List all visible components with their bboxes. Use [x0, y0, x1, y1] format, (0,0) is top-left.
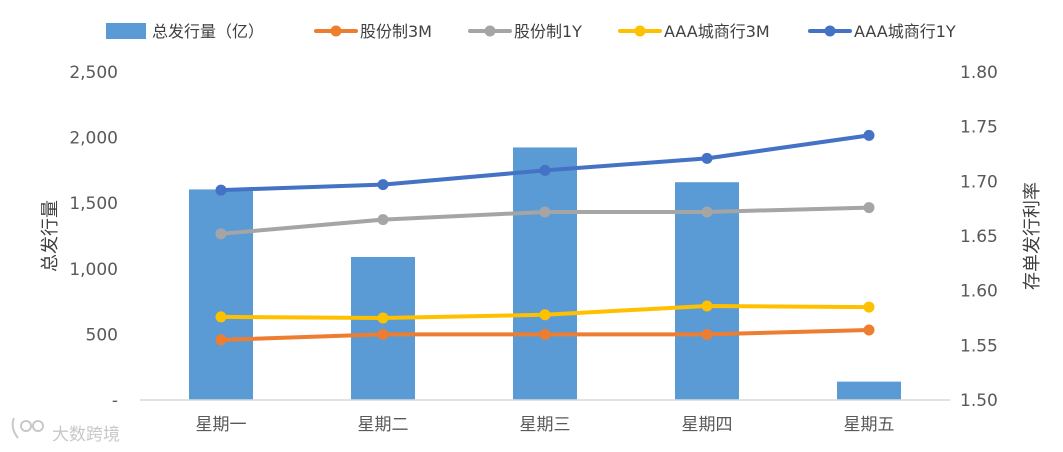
x-tick-label: 星期一	[196, 415, 247, 435]
right-tick-label: 1.50	[960, 391, 998, 411]
data-point	[539, 164, 551, 176]
legend-label: 股份制1Y	[514, 22, 582, 41]
x-tick-label: 星期三	[520, 415, 571, 435]
data-point	[215, 184, 227, 196]
right-tick-label: 1.70	[960, 172, 998, 192]
data-point	[215, 228, 227, 240]
right-axis-title: 存单发行利率	[1022, 182, 1043, 290]
bar	[837, 381, 901, 400]
data-point	[539, 206, 551, 218]
data-point	[701, 152, 713, 164]
legend-label: AAA城商行1Y	[854, 22, 956, 41]
left-axis-title: 总发行量	[40, 200, 61, 272]
data-point	[863, 301, 875, 313]
data-point	[863, 129, 875, 141]
data-point	[377, 214, 389, 226]
left-tick-label: 1,000	[69, 260, 118, 280]
data-point	[377, 179, 389, 191]
left-tick-label: -	[112, 391, 118, 411]
data-point	[377, 312, 389, 324]
right-tick-label: 1.80	[960, 63, 998, 83]
legend-marker	[484, 25, 496, 37]
legend-label: 总发行量（亿）	[152, 22, 264, 41]
bar	[189, 189, 253, 400]
right-tick-label: 1.65	[960, 227, 998, 247]
legend-label: 股份制3M	[360, 22, 432, 41]
legend-item: 总发行量（亿）	[106, 22, 264, 41]
bar-series	[189, 147, 901, 400]
data-point	[215, 334, 227, 346]
data-point	[215, 311, 227, 323]
line-series	[215, 202, 875, 240]
legend-item: AAA城商行1Y	[808, 22, 956, 41]
x-axis: 星期一 星期二 星期三 星期四 星期五	[196, 415, 895, 435]
data-point	[863, 324, 875, 336]
left-tick-label: 500	[86, 325, 118, 345]
data-point	[701, 328, 713, 340]
bar	[351, 256, 415, 400]
line-series	[215, 300, 875, 324]
legend: 总发行量（亿） 股份制3M 股份制1Y AAA城商行3M AAA城商行1Y	[106, 22, 956, 41]
left-y-axis: - 500 1,000 1,500 2,000 2,500	[69, 63, 118, 411]
x-tick-label: 星期四	[682, 415, 733, 435]
x-tick-label: 星期二	[358, 415, 409, 435]
left-tick-label: 1,500	[69, 194, 118, 214]
data-point	[377, 328, 389, 340]
left-tick-label: 2,000	[69, 129, 118, 149]
data-point	[539, 309, 551, 321]
legend-marker	[824, 25, 836, 37]
legend-item: AAA城商行3M	[618, 22, 770, 41]
logo-icon	[11, 417, 44, 439]
legend-item: 股份制1Y	[468, 22, 582, 41]
bar	[675, 182, 739, 400]
right-tick-label: 1.55	[960, 336, 998, 356]
line-series	[215, 324, 875, 346]
watermark-text: 大数跨境	[52, 425, 120, 445]
legend-marker	[330, 25, 342, 37]
data-point	[701, 300, 713, 312]
data-point	[701, 206, 713, 218]
bar	[513, 147, 577, 400]
legend-marker	[634, 25, 646, 37]
legend-swatch	[106, 23, 146, 39]
legend-item: 股份制3M	[314, 22, 432, 41]
line-series-group	[215, 129, 875, 346]
left-tick-label: 2,500	[69, 63, 118, 83]
data-point	[863, 202, 875, 214]
right-tick-label: 1.60	[960, 282, 998, 302]
data-point	[539, 328, 551, 340]
legend-label: AAA城商行3M	[664, 22, 770, 41]
line-series	[215, 129, 875, 196]
right-tick-label: 1.75	[960, 118, 998, 138]
watermark: 大数跨境	[11, 417, 120, 445]
right-y-axis: 1.50 1.55 1.60 1.65 1.70 1.75 1.80	[960, 63, 998, 411]
x-tick-label: 星期五	[844, 415, 895, 435]
